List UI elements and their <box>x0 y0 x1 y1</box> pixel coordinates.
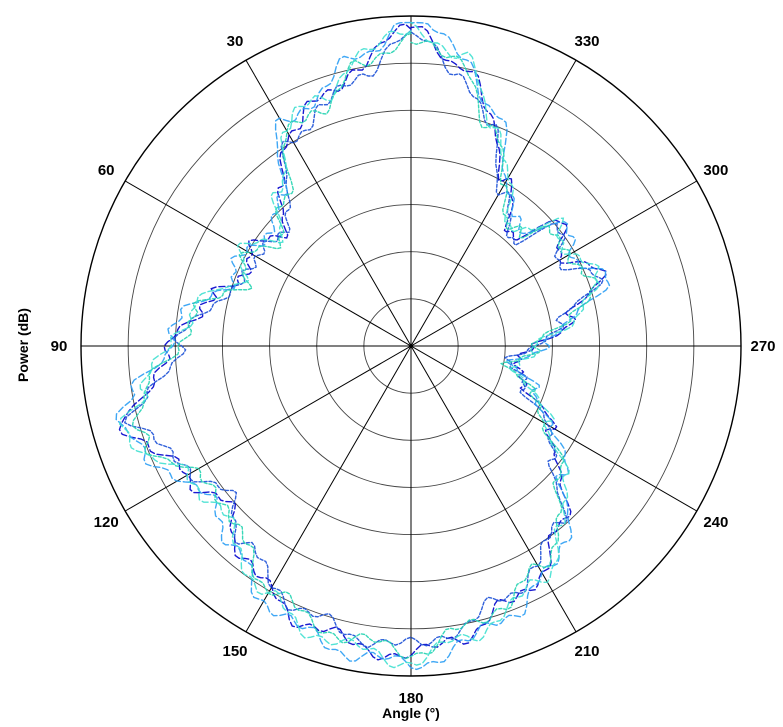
angle-tick-label: 90 <box>51 338 68 355</box>
angle-tick-label: 330 <box>574 33 599 50</box>
x-axis-title: Angle (°) <box>382 705 440 721</box>
angular-grid-spoke <box>245 59 577 633</box>
angle-tick-label: 210 <box>574 643 599 660</box>
angle-tick-label: 0 <box>407 0 415 3</box>
angle-tick-label: 180 <box>398 690 423 707</box>
series-line <box>123 29 604 648</box>
angle-tick-label: 270 <box>750 338 775 355</box>
angle-tick-label: 120 <box>94 514 119 531</box>
y-axis-title: Power (dB) <box>15 308 31 382</box>
angle-tick-label: 30 <box>227 33 244 50</box>
angle-tick-labels: 0 30 60 90 120 150 180 210 240 270 300 330 <box>51 0 776 707</box>
series-line <box>115 21 611 671</box>
angle-tick-label: 300 <box>703 162 728 179</box>
angular-grid-spokes <box>81 16 741 676</box>
angle-tick-label: 240 <box>703 514 728 531</box>
angle-tick-label: 60 <box>98 162 115 179</box>
series-line <box>118 21 601 669</box>
data-series-group <box>115 21 611 671</box>
angle-tick-label: 150 <box>222 643 247 660</box>
